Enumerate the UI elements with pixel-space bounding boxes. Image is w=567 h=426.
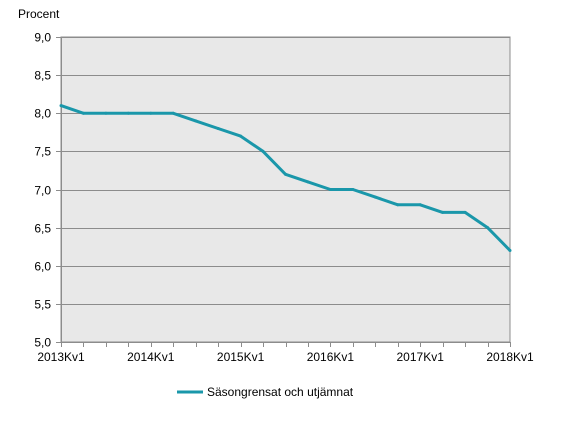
x-tick-label: 2017Kv1 — [397, 350, 445, 364]
data-point — [508, 249, 512, 252]
data-point — [306, 180, 310, 184]
data-point — [373, 195, 377, 199]
y-tick-label: 9,0 — [34, 31, 51, 45]
legend: Säsongrensat och utjämnat — [177, 385, 354, 399]
data-point — [104, 111, 108, 115]
y-tick-label: 6,0 — [34, 260, 51, 274]
data-point — [239, 134, 243, 138]
x-tick-label: 2013Kv1 — [37, 350, 85, 364]
y-axis-label: Procent — [18, 7, 60, 21]
axes: 5,0 5,5 6,0 6,5 7,0 7,5 8,0 8,5 9,0 2013Kv1 2014Kv… — [34, 31, 534, 365]
series-layer — [59, 104, 512, 252]
y-tick-label: 8,5 — [34, 69, 51, 83]
plot-area — [60, 36, 511, 343]
data-point — [396, 203, 400, 207]
data-point — [351, 188, 355, 191]
y-tick-label: 5,0 — [34, 336, 51, 350]
x-tick-label: 2016Kv1 — [307, 350, 355, 364]
data-point — [418, 203, 422, 207]
data-point — [81, 111, 85, 115]
x-tick-label: 2018Kv1 — [486, 350, 534, 364]
data-point — [284, 172, 287, 176]
y-tick-label: 7,5 — [34, 145, 51, 159]
data-point — [463, 210, 467, 214]
y-tick-label: 8,0 — [34, 107, 51, 121]
data-point — [486, 226, 490, 230]
data-point — [441, 210, 445, 214]
data-point — [126, 111, 130, 115]
y-tick-label: 6,5 — [34, 222, 51, 236]
data-point — [261, 149, 265, 153]
y-tick-label: 5,5 — [34, 298, 51, 312]
x-tick-label: 2014Kv1 — [127, 350, 175, 364]
legend-label: Säsongrensat och utjämnat — [207, 385, 354, 399]
x-tick-label: 2015Kv1 — [217, 350, 265, 364]
data-point — [328, 188, 332, 191]
data-point — [171, 111, 175, 115]
data-point — [216, 127, 220, 130]
data-point — [194, 119, 198, 123]
data-point — [59, 104, 63, 108]
y-tick-label: 7,0 — [34, 184, 51, 198]
data-point — [149, 111, 153, 115]
